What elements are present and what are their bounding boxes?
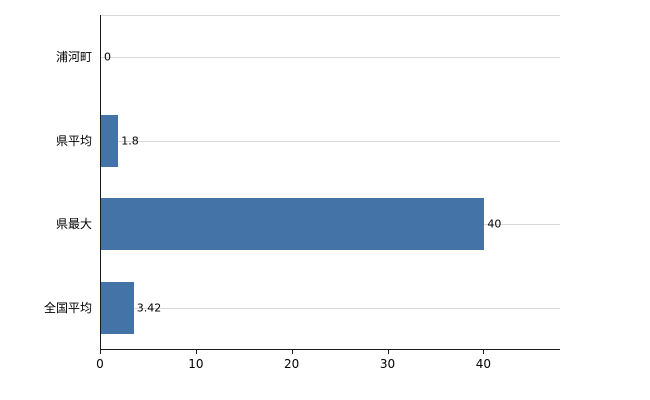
- x-tick-label: 30: [379, 357, 396, 371]
- gridline: [101, 56, 560, 58]
- x-tick-label: 10: [188, 357, 204, 371]
- plot-area: 0 1.8 40 3.42: [100, 15, 560, 350]
- x-tick: [483, 350, 485, 354]
- gridline: [101, 140, 560, 142]
- category-label: 浦河町: [55, 49, 92, 64]
- category-label: 県最大: [55, 217, 92, 232]
- x-tick-label: 20: [284, 357, 300, 371]
- x-tick: [387, 350, 389, 354]
- bar: [101, 282, 134, 335]
- category-label: 県平均: [55, 133, 92, 148]
- bar: [101, 114, 119, 167]
- bar-value-label: 3.42: [136, 301, 162, 315]
- bar: [101, 198, 485, 251]
- x-tick: [100, 350, 101, 354]
- bar-value-label: 40: [487, 217, 502, 231]
- x-tick-label: 40: [475, 357, 491, 371]
- x-tick-label: 0: [96, 357, 104, 371]
- category-label: 全国平均: [43, 301, 92, 316]
- x-tick: [291, 350, 293, 354]
- x-tick: [195, 350, 197, 354]
- bar-value-label: 1.8: [121, 134, 139, 148]
- gridline: [101, 308, 560, 310]
- gridline: [101, 15, 560, 16]
- bar-value-label: 0: [104, 50, 111, 64]
